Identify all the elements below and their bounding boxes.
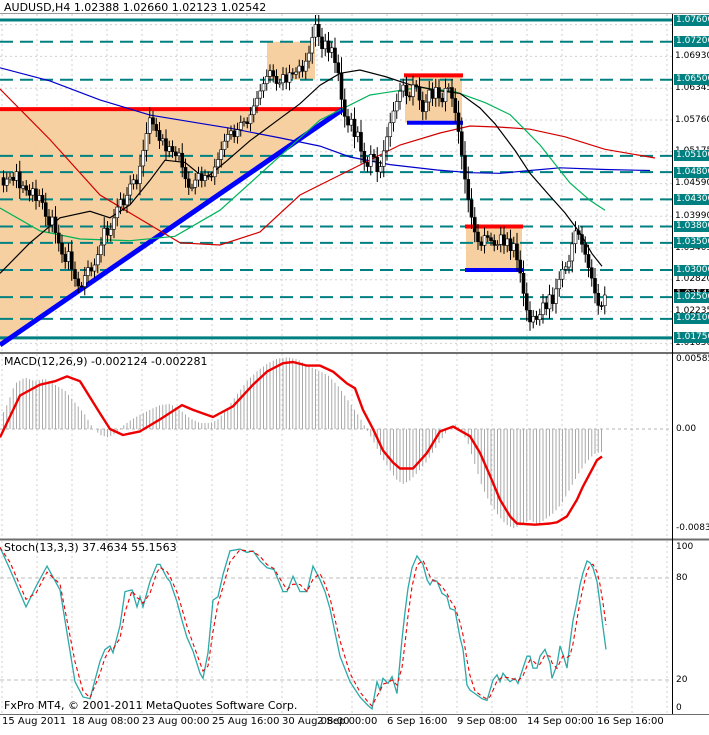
- macd-scale-label: 0.00: [676, 423, 697, 434]
- macd-scale-label: -0.00834: [676, 523, 709, 534]
- time-axis-label: 9 Sep 08:00: [457, 716, 518, 727]
- price-level-label: 1.05100: [674, 150, 709, 162]
- time-axis-label: 23 Aug 00:00: [142, 716, 210, 727]
- chart-header: AUDUSD,H4 1.02388 1.02660 1.02123 1.0254…: [4, 1, 267, 14]
- time-axis-label: 14 Sep 00:00: [527, 716, 594, 727]
- stoch-scale-label: 100: [676, 541, 694, 552]
- price-level-label: 1.03000: [674, 264, 709, 276]
- macd-scale-label: 0.00585: [676, 353, 709, 364]
- price-scale-label: 1.02235: [675, 306, 709, 317]
- macd-indicator-label: MACD(12,26,9) -0.002124 -0.002281: [4, 355, 208, 368]
- time-axis-label: 30 Aug 08:00: [282, 716, 350, 727]
- price-level-label: 1.02100: [674, 313, 709, 325]
- time-axis-label: 6 Sep 16:00: [387, 716, 448, 727]
- stoch-indicator-label: Stoch(13,3,3) 37.4634 55.1563: [4, 541, 177, 554]
- price-scale-label: 1.06930: [675, 50, 709, 61]
- price-scale-label: 1.03990: [675, 210, 709, 221]
- price-level-label: 1.03500: [674, 237, 709, 249]
- stoch-scale-label: 0: [676, 702, 682, 713]
- stoch-scale-label: 20: [676, 674, 688, 685]
- time-axis-label: 15 Aug 2011: [2, 716, 67, 727]
- price-scale-label: 1.02820: [675, 274, 709, 285]
- time-axis-label: 2 Sep 00:00: [317, 716, 378, 727]
- price-level-label: 1.06500: [674, 74, 709, 86]
- price-scale-label: 1.04590: [675, 178, 709, 189]
- stoch-scale-label: 80: [676, 572, 688, 583]
- price-level-label: 1.07600: [674, 14, 709, 26]
- time-axis-label: 25 Aug 16:00: [212, 716, 280, 727]
- time-axis-label: 18 Aug 08:00: [72, 716, 140, 727]
- price-level-label: 1.02500: [674, 291, 709, 303]
- price-level-label: 1.03800: [674, 221, 709, 232]
- copyright-text: FxPro MT4, © 2001-2011 MetaQuotes Softwa…: [4, 699, 298, 712]
- price-scale-label: 1.06345: [675, 82, 709, 93]
- price-level-label: 1.07200: [674, 36, 709, 48]
- price-scale-label: 1.05760: [675, 114, 709, 125]
- price-level-label: 1.04300: [674, 193, 709, 205]
- price-level-label: 1.04800: [674, 166, 709, 178]
- time-axis-label: 16 Sep 16:00: [597, 716, 664, 727]
